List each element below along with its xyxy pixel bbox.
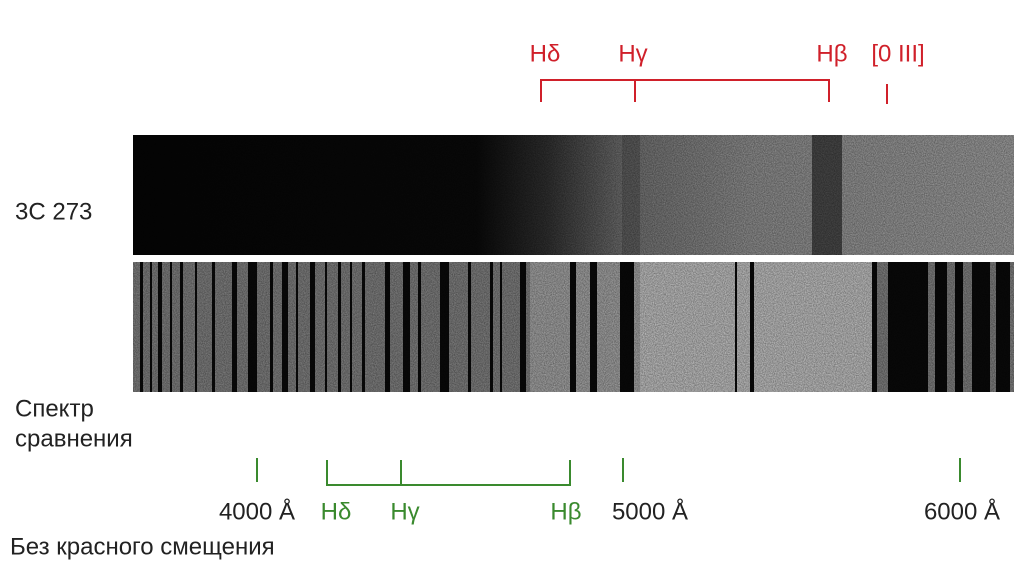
rest-label: Hγ: [390, 498, 419, 525]
rest-label: Hβ: [550, 498, 581, 525]
comparison-label: сравнения: [15, 425, 133, 452]
rest-bracket: [256, 458, 961, 486]
redshift-bracket: [540, 79, 888, 104]
comparison-label: Спектр: [15, 395, 94, 422]
redshift-label: Hβ: [816, 40, 847, 67]
redshift-label: Hδ: [530, 40, 561, 67]
object-spectrum: [133, 135, 1014, 255]
wavelength-label: 4000 Å: [219, 497, 295, 525]
comparison-spectrum: [133, 262, 1014, 392]
grain: [133, 262, 1014, 392]
rest-label: Hδ: [321, 498, 352, 525]
wavelength-label: 6000 Å: [924, 497, 1000, 525]
footer-label: Без красного смещения: [10, 533, 275, 560]
wavelength-label: 5000 Å: [612, 497, 688, 525]
redshift-label: Hγ: [618, 40, 647, 67]
object-label: 3C 273: [15, 198, 92, 225]
redshift-label: [0 III]: [871, 40, 924, 67]
